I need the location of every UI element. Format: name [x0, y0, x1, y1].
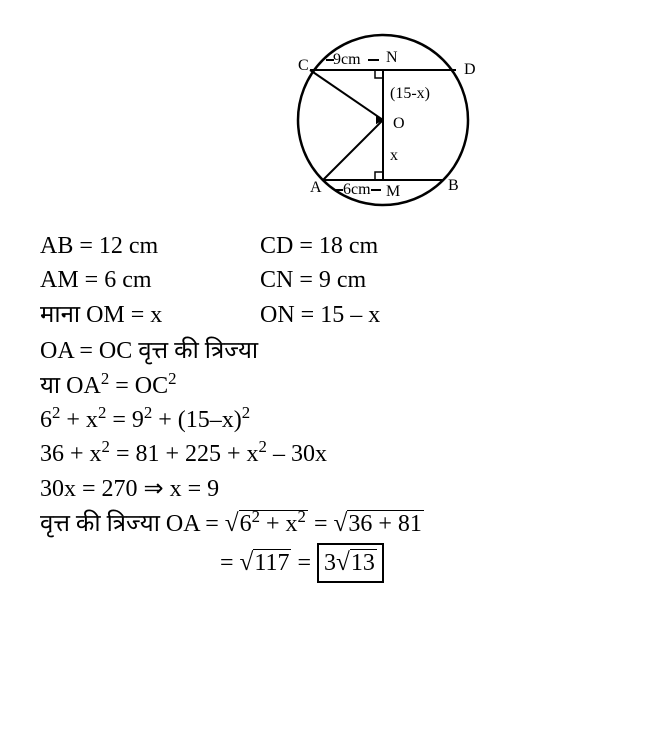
svg-text:B: B: [448, 177, 459, 194]
cn-length: CN = 9 cm: [260, 264, 440, 296]
radius-equal: OA = OC वृत्त की त्रिज्या: [40, 335, 626, 367]
geometry-diagram: C D A B O N M 9cm 6cm (15-x) x: [140, 20, 626, 220]
am-length: AM = 6 cm: [40, 264, 220, 296]
cd-length: CD = 18 cm: [260, 230, 440, 262]
svg-text:x: x: [390, 147, 398, 164]
squares-equal: या OA2 = OC2: [40, 370, 626, 402]
om-assume: माना OM = x: [40, 299, 220, 331]
ab-length: AB = 12 cm: [40, 230, 220, 262]
solve-x: 30x = 270 ⇒ x = 9: [40, 473, 626, 505]
sqrt-icon: 117: [240, 546, 292, 580]
pythag-equation: 62 + x2 = 92 + (15–x)2: [40, 404, 626, 436]
given-values: AB = 12 cm AM = 6 cm माना OM = x CD = 18…: [40, 228, 626, 333]
circle-diagram-svg: C D A B O N M 9cm 6cm (15-x) x: [268, 20, 498, 220]
svg-text:O: O: [393, 115, 405, 132]
sqrt-icon: 62 + x2: [225, 507, 308, 541]
final-answer: = 117 = 313: [220, 543, 626, 583]
boxed-answer: 313: [317, 543, 384, 583]
radius-calc: वृत्त की त्रिज्या OA = 62 + x2 = 36 + 81: [40, 507, 626, 541]
svg-text:6cm: 6cm: [343, 181, 371, 198]
svg-text:C: C: [298, 57, 309, 74]
svg-text:A: A: [310, 179, 322, 196]
svg-text:9cm: 9cm: [333, 51, 361, 68]
svg-text:(15-x): (15-x): [390, 85, 430, 102]
sqrt-icon: 13: [336, 546, 377, 580]
svg-text:D: D: [464, 61, 476, 78]
on-value: ON = 15 – x: [260, 299, 440, 331]
sqrt-icon: 36 + 81: [333, 507, 423, 541]
svg-text:N: N: [386, 49, 398, 66]
svg-text:M: M: [386, 183, 400, 200]
expanded-equation: 36 + x2 = 81 + 225 + x2 – 30x: [40, 438, 626, 470]
